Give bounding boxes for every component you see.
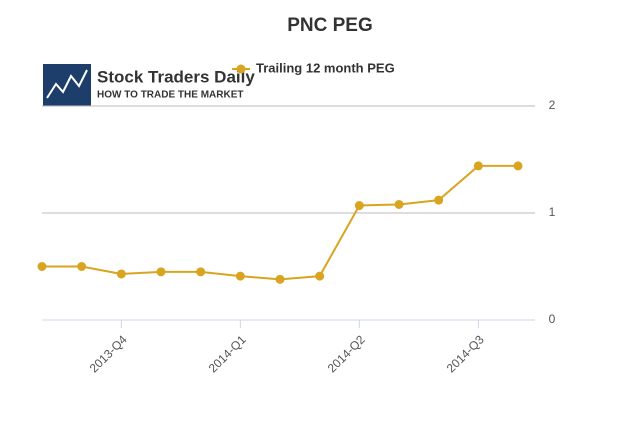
series-line xyxy=(42,164,518,281)
data-point xyxy=(77,262,87,271)
data-point xyxy=(235,271,245,281)
logo-graph xyxy=(46,69,88,99)
data-point xyxy=(354,201,364,211)
data-point xyxy=(196,267,206,277)
y-tick-label: 1 xyxy=(549,205,556,219)
legend-label: Trailing 12 month PEG xyxy=(256,60,395,75)
x-tick-label: 2014-Q3 xyxy=(444,332,487,375)
y-tick-label: 2 xyxy=(549,98,556,112)
logo: Stock Traders Daily HOW TO TRADE THE MAR… xyxy=(43,64,255,106)
logo-tagline: HOW TO TRADE THE MARKET xyxy=(97,90,243,101)
y-tick-label: 0 xyxy=(549,312,556,326)
chart-title: PNC PEG xyxy=(287,15,373,36)
data-point xyxy=(315,271,325,281)
data-point xyxy=(513,161,523,171)
data-point xyxy=(37,262,47,271)
data-point xyxy=(116,269,126,279)
data-point xyxy=(275,274,285,284)
x-tick-label: 2014-Q1 xyxy=(206,332,249,375)
logo-name: Stock Traders Daily xyxy=(97,67,255,86)
data-point xyxy=(473,161,483,171)
legend-marker xyxy=(236,64,246,74)
data-point xyxy=(156,267,166,277)
x-tick-label: 2014-Q2 xyxy=(325,332,368,375)
x-tick-label: 2013-Q4 xyxy=(87,332,130,375)
data-point xyxy=(434,195,444,205)
data-point xyxy=(394,199,404,209)
